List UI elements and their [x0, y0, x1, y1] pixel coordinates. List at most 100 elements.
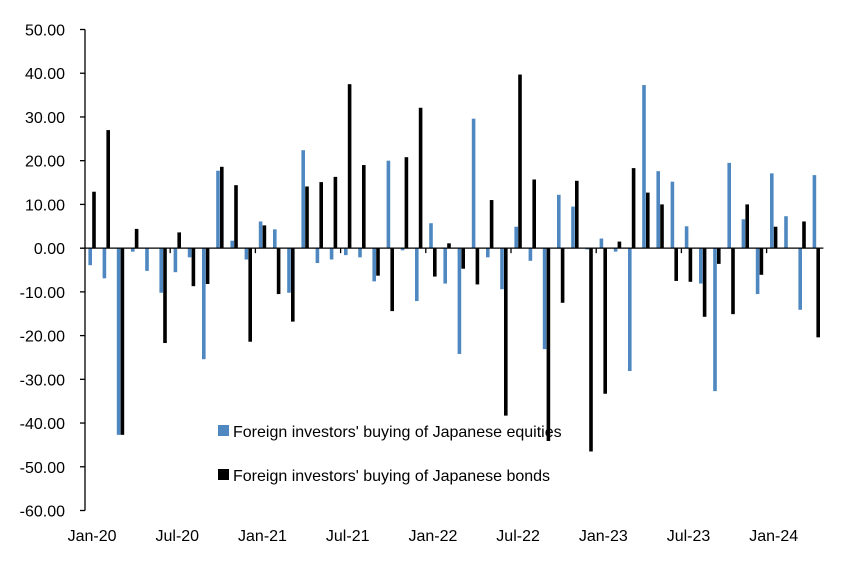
equities-bar-Aug-20 [187, 248, 192, 258]
equities-bar-Apr-23 [642, 85, 646, 249]
equities-bar-Jan-23 [599, 238, 604, 249]
x-tick-label: Jan-23 [579, 528, 628, 545]
equities-bar-Jan-22 [429, 223, 433, 249]
x-tick-label: Jul-22 [496, 528, 540, 545]
bonds-bar-Jan-20 [92, 191, 96, 249]
bonds-bar-Jul-21 [347, 84, 352, 249]
equities-bar-Jan-24 [770, 173, 774, 249]
bonds-bar-Jan-24 [773, 226, 778, 249]
equities-bar-Oct-21 [386, 160, 391, 249]
bonds-bar-Apr-21 [305, 186, 309, 249]
equities-bar-Nov-21 [400, 248, 405, 251]
legend-label-bonds: Foreign investors' buying of Japanese bo… [233, 468, 550, 485]
equities-bar-Oct-22 [557, 194, 561, 249]
legend-swatch-bonds [218, 469, 229, 480]
equities-bar-Jul-21 [344, 248, 348, 256]
equities-bar-May-23 [656, 171, 660, 249]
equities-bar-Mar-23 [628, 248, 632, 372]
bonds-bar-Jun-22 [504, 248, 508, 416]
equities-bar-Nov-22 [571, 206, 575, 249]
equities-bar-Mar-22 [457, 248, 462, 354]
bonds-bar-Mar-23 [631, 168, 636, 249]
bars-layer [88, 74, 820, 452]
bonds-bar-Jul-23 [688, 248, 693, 282]
equities-bar-Apr-24 [812, 175, 817, 249]
bonds-bar-Feb-22 [447, 243, 451, 249]
bonds-bar-Oct-21 [390, 248, 394, 312]
y-tick-label: -30.00 [20, 372, 65, 389]
x-tick-label: Jan-24 [749, 528, 798, 545]
bonds-bar-Nov-23 [745, 204, 749, 249]
equities-bar-Mar-24 [798, 248, 802, 310]
bonds-bar-Dec-23 [759, 248, 764, 275]
bonds-bar-Dec-20 [248, 248, 252, 342]
bonds-bar-Apr-22 [475, 248, 480, 285]
bonds-bar-Jul-22 [518, 74, 522, 249]
equities-bar-Oct-20 [216, 170, 220, 249]
bonds-bar-Nov-21 [404, 157, 409, 249]
bonds-bar-Sep-23 [717, 248, 721, 264]
equities-bar-Jul-23 [684, 226, 689, 249]
bonds-bar-Sep-22 [546, 248, 551, 441]
equities-bar-Feb-20 [102, 248, 107, 279]
equities-bar-Apr-20 [131, 248, 135, 252]
equities-bar-Oct-23 [727, 162, 731, 249]
equities-bar-Apr-21 [301, 150, 305, 249]
equities-bar-Sep-22 [542, 248, 547, 350]
equities-bar-Aug-23 [699, 248, 703, 284]
y-tick-label: 10.00 [25, 197, 65, 214]
bonds-bar-Aug-20 [191, 248, 196, 287]
bonds-bar-Mar-22 [461, 248, 465, 269]
y-tick-label: -60.00 [20, 504, 65, 521]
x-axis: Jan-20 Jul-20 Jan-21 Jul-21 Jan-22 Jul-22 Jan-… [68, 247, 824, 545]
equities-bar-Sep-20 [202, 248, 206, 360]
equities-bar-Jan-21 [258, 221, 263, 249]
equities-bar-Jun-22 [500, 248, 504, 290]
equities-bar-May-22 [486, 248, 490, 258]
equities-bar-Aug-21 [358, 248, 362, 258]
bonds-bar-Feb-21 [276, 248, 281, 295]
legend: Foreign investors' buying of Japanese eq… [218, 424, 562, 485]
equities-bar-Dec-21 [415, 248, 419, 302]
bonds-bar-Mar-21 [291, 248, 295, 322]
y-tick-label: 40.00 [25, 66, 65, 83]
x-tick-label: Jan-22 [408, 528, 457, 545]
legend-label-equities: Foreign investors' buying of Japanese eq… [233, 424, 562, 441]
equities-bar-Jun-20 [159, 248, 163, 293]
equities-bar-Jun-21 [329, 248, 334, 260]
equities-bar-Dec-22 [585, 248, 589, 250]
bonds-bar-Apr-20 [134, 228, 139, 249]
equities-bar-Jan-20 [88, 248, 92, 266]
bonds-bar-Jan-23 [603, 248, 607, 394]
x-tick-label: Jul-21 [326, 528, 370, 545]
y-tick-label: -20.00 [20, 329, 65, 346]
equities-bar-May-21 [315, 248, 320, 264]
y-tick-label: 20.00 [25, 154, 65, 171]
y-axis: 50.00 40.00 30.00 20.00 10.00 0.00 -10.00 -20.0… [20, 23, 86, 521]
equities-bar-Jul-22 [514, 226, 518, 249]
equities-bar-Sep-23 [713, 248, 717, 392]
y-tick-label: 0.00 [34, 241, 65, 258]
equities-bar-Feb-21 [273, 229, 277, 249]
equities-bar-Mar-21 [287, 248, 291, 293]
bonds-bar-Feb-23 [617, 241, 622, 249]
equities-bar-May-20 [145, 248, 149, 271]
equities-bar-Jul-20 [173, 248, 178, 273]
bonds-bar-May-23 [660, 204, 664, 249]
y-tick-label: -10.00 [20, 285, 65, 302]
equities-bar-Feb-24 [784, 216, 788, 249]
bonds-bar-Jun-20 [163, 248, 167, 344]
y-tick-label: 30.00 [25, 110, 65, 127]
y-tick-label: -40.00 [20, 416, 65, 433]
equities-bar-Dec-20 [244, 248, 249, 260]
bonds-bar-Jan-22 [433, 248, 437, 277]
x-tick-label: Jul-23 [667, 528, 711, 545]
equities-bar-Dec-23 [755, 248, 760, 295]
equities-bar-Jun-23 [670, 181, 675, 249]
bonds-bar-Nov-20 [234, 185, 238, 249]
equities-bar-Feb-23 [613, 248, 618, 252]
bonds-bar-Sep-21 [376, 248, 380, 276]
bonds-bar-May-21 [319, 182, 323, 249]
bonds-bar-May-22 [489, 200, 494, 249]
